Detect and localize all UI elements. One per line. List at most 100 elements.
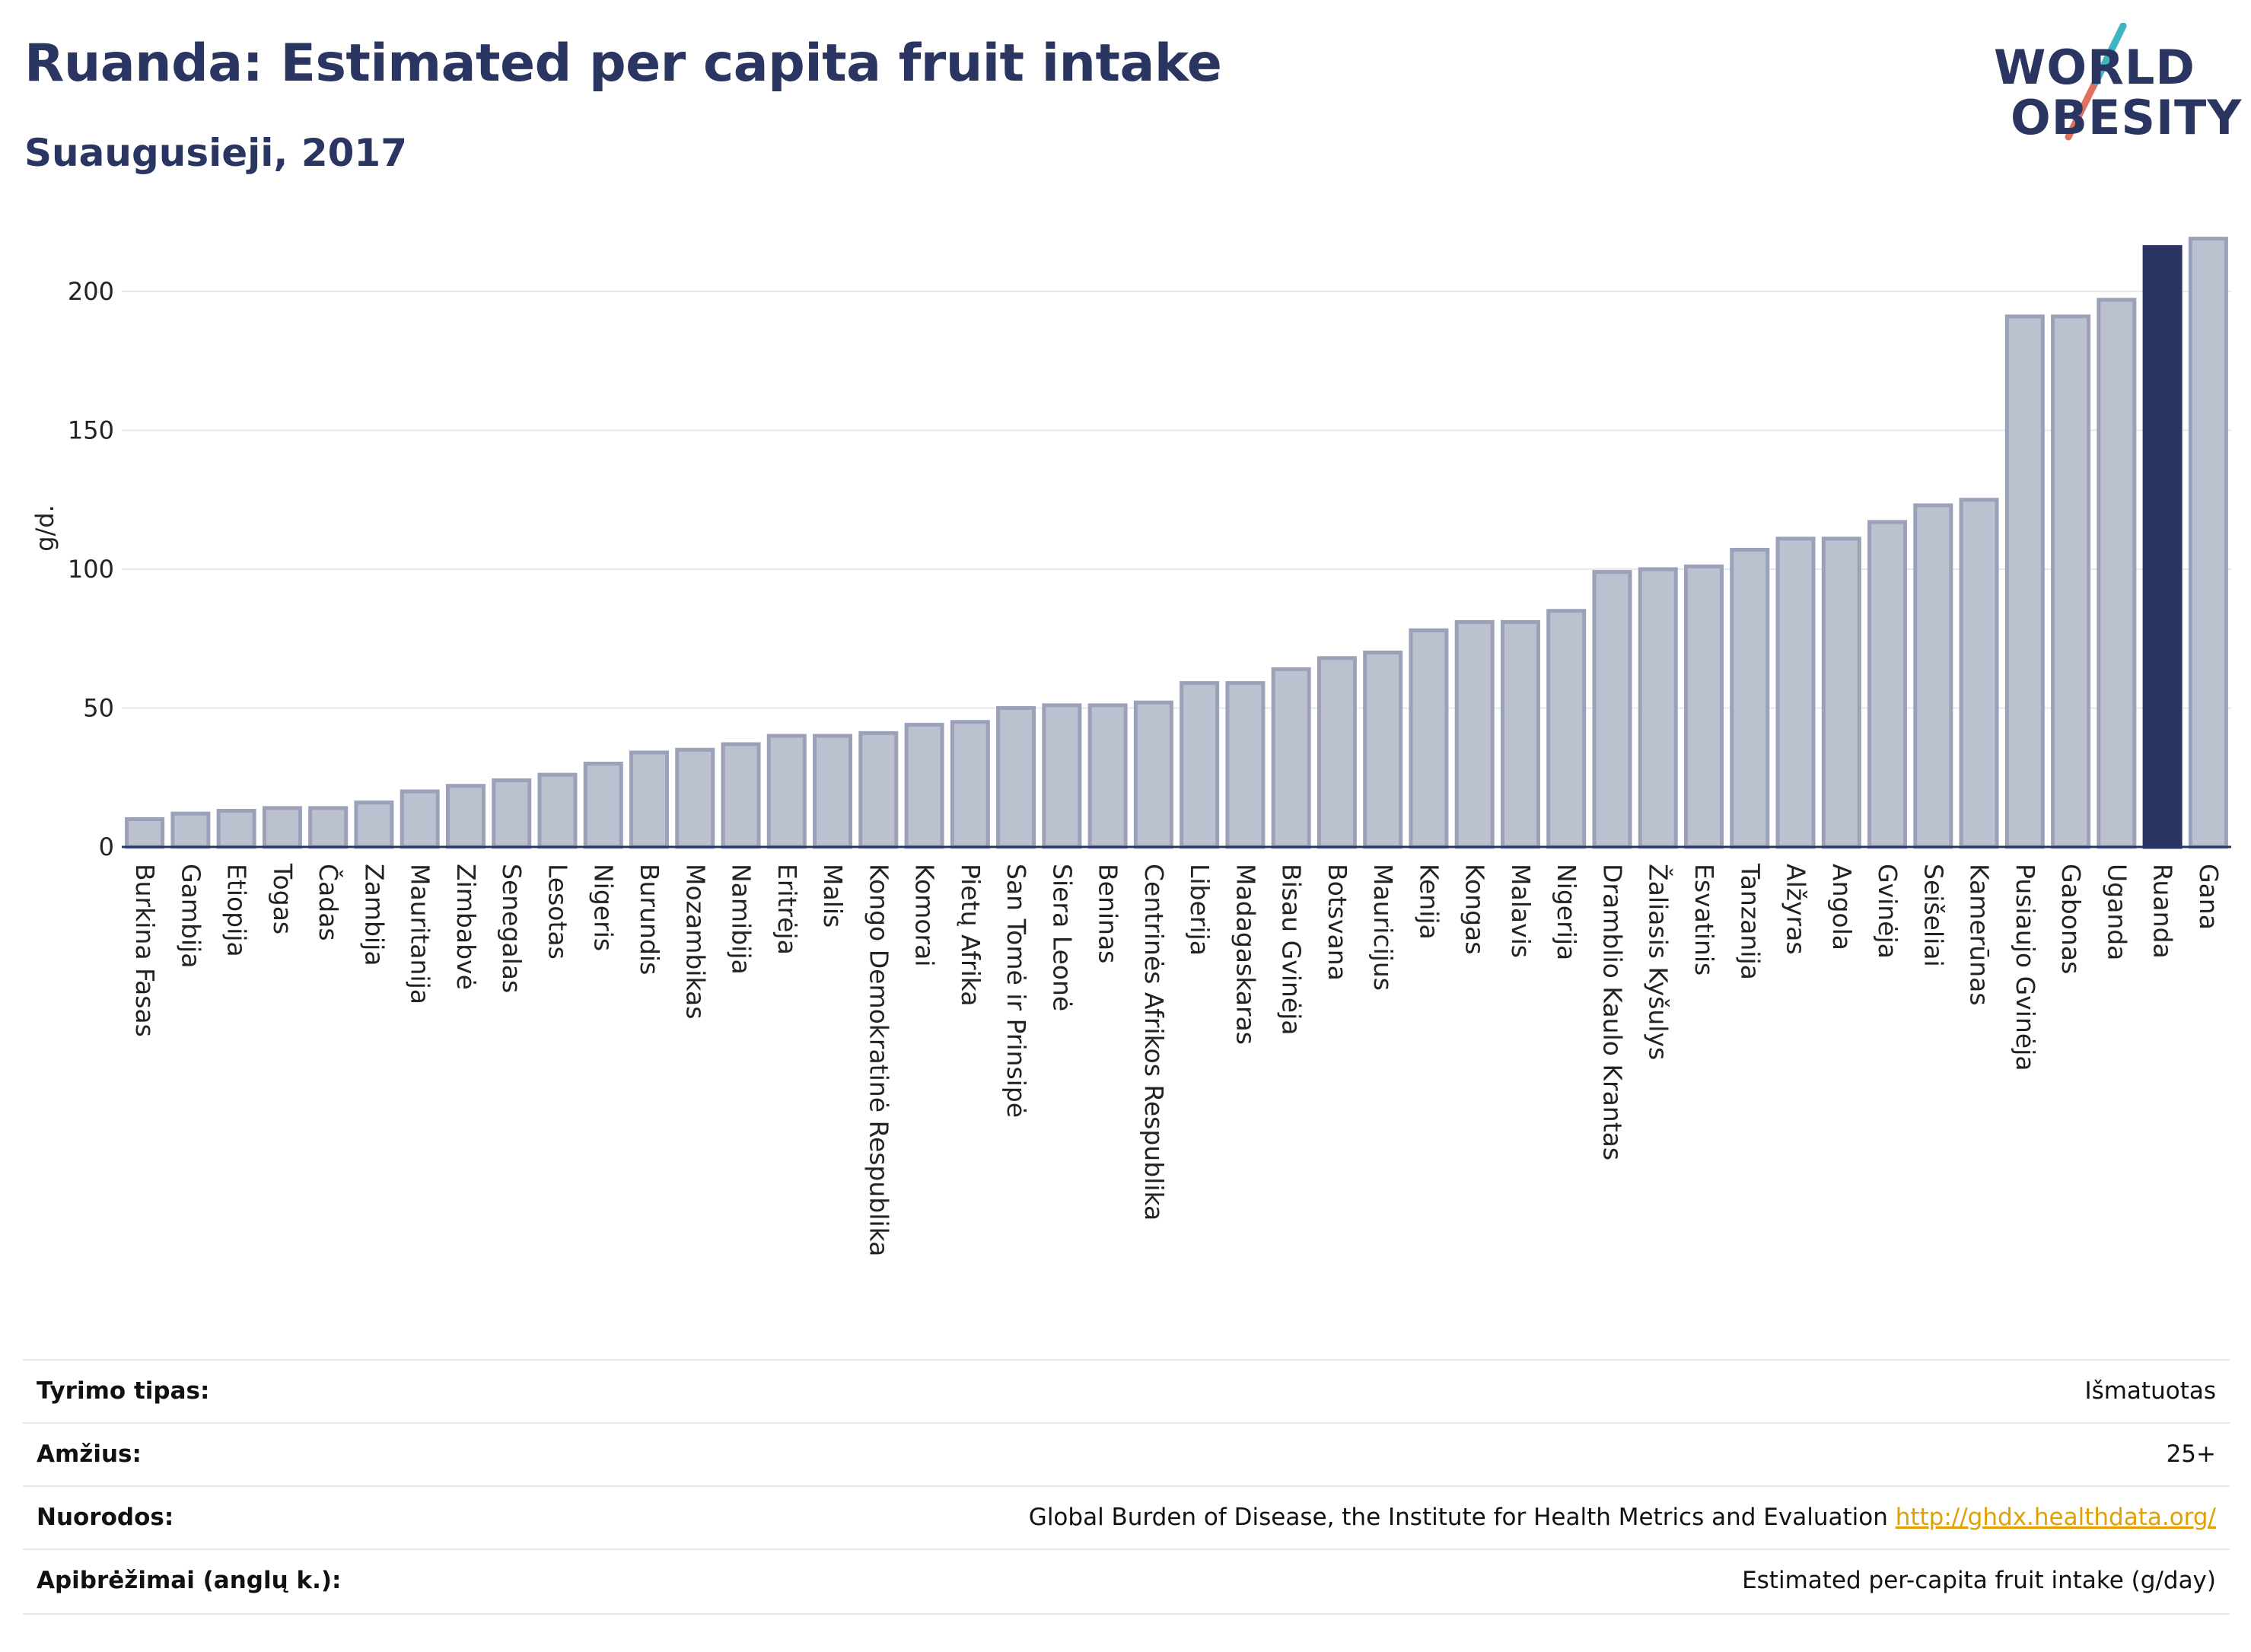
x-tick-label: Namibija [727, 864, 756, 975]
meta-label: Nuorodos: [37, 1504, 174, 1531]
bar [308, 806, 349, 849]
world-obesity-logo: WORLD OBESITY [1979, 23, 2241, 160]
bar [400, 789, 440, 849]
bar [583, 762, 623, 849]
x-tick-label: Gabonas [2056, 864, 2086, 974]
x-tick-label: Komorai [910, 864, 940, 966]
x-tick-label: Eritrėja [772, 864, 802, 955]
bar [262, 806, 302, 849]
x-tick-label: Pusiaujo Gvinėja [2011, 864, 2040, 1071]
x-tick-label: Botsvana [1323, 864, 1352, 981]
bar [216, 809, 256, 849]
x-tick-label: Uganda [2102, 864, 2132, 960]
meta-label: Apibrėžimai (anglų k.): [37, 1567, 342, 1594]
x-tick-label: Tanzanija [1735, 863, 1765, 980]
x-tick-label: Kongo Demokratinė Respublika [864, 864, 893, 1256]
x-tick-label: Mauricijus [1368, 864, 1398, 991]
x-tick-label: Kamerūnas [1965, 864, 1995, 1006]
bar [1454, 619, 1495, 849]
bar [492, 778, 532, 849]
bar [1821, 536, 1861, 849]
bar [1638, 567, 1678, 849]
x-tick-label: Etiopija [222, 864, 252, 957]
meta-value: 25+ [2166, 1440, 2216, 1468]
x-tick-label: Malis [818, 864, 848, 928]
bar [1546, 609, 1587, 849]
meta-label: Tyrimo tipas: [37, 1377, 210, 1405]
x-tick-label: Pietų Afrika [956, 864, 985, 1007]
bar [2051, 314, 2091, 849]
logo-word-world: WORLD [1994, 40, 2195, 95]
bar [813, 734, 853, 849]
bar [2142, 245, 2183, 849]
logo-word-obesity: OBESITY [2011, 90, 2243, 145]
bar [1500, 619, 1540, 849]
x-tick-label: Siera Leonė [1047, 864, 1077, 1011]
bar [950, 720, 990, 849]
x-tick-label: Burkina Fasas [130, 864, 160, 1037]
bar [1730, 547, 1770, 849]
bar [1087, 703, 1128, 849]
x-tick-label: Gambija [176, 864, 205, 968]
x-tick-label: Beninas [1094, 864, 1123, 963]
bar [904, 722, 944, 849]
bar [1683, 564, 1724, 849]
reference-source: Global Burden of Disease, the Institute … [1028, 1504, 1888, 1531]
meta-divider [23, 1613, 2230, 1615]
x-tick-label: Liberija [1185, 864, 1215, 956]
y-tick-label: 0 [99, 832, 114, 861]
x-tick-label: Seišeliai [1918, 864, 1948, 967]
x-tick-label: Togas [268, 863, 298, 934]
bar [1867, 520, 1908, 849]
bar [445, 784, 486, 849]
bar [2097, 298, 2137, 849]
bar [1133, 700, 1173, 849]
x-tick-label: Gvinėja [1873, 864, 1902, 959]
bar [354, 801, 394, 849]
reference-link[interactable]: http://ghdx.healthdata.org/ [1895, 1504, 2216, 1531]
y-tick-label: 200 [68, 277, 114, 306]
bar [2188, 237, 2228, 849]
x-tick-label: Burundis [635, 864, 664, 975]
meta-row-references: Nuorodos: Global Burden of Disease, the … [23, 1485, 2230, 1551]
x-tick-label: Gana [2194, 864, 2224, 930]
meta-label: Amžius: [37, 1440, 142, 1468]
meta-value: Global Burden of Disease, the Institute … [1029, 1504, 2216, 1531]
bar [996, 706, 1036, 849]
x-tick-label: Zambija [359, 864, 389, 966]
bar [2004, 314, 2045, 849]
x-tick-label: Nigeris [589, 864, 619, 951]
bar [675, 747, 715, 849]
y-tick-label: 50 [83, 694, 114, 723]
meta-row-survey-type: Tyrimo tipas: Išmatuotas [23, 1359, 2230, 1424]
x-tick-label: Nigerija [1552, 864, 1581, 960]
bar [170, 811, 211, 849]
bar [629, 750, 670, 849]
y-axis-label: g/d. [30, 505, 59, 552]
bar [1042, 703, 1082, 849]
y-tick-label: 150 [68, 416, 114, 445]
x-tick-label: Ruanda [2148, 864, 2178, 959]
x-tick-label: Centrinės Afrikos Respublika [1139, 864, 1169, 1221]
x-tick-label: Mauritanija [406, 864, 435, 1004]
x-tick-label: Senegalas [497, 864, 527, 993]
bar [766, 734, 807, 849]
bar [1913, 503, 1953, 849]
x-tick-label: Angola [1827, 864, 1857, 950]
bar [1363, 651, 1403, 849]
meta-value: Estimated per-capita fruit intake (g/day… [1742, 1567, 2216, 1594]
y-tick-label: 100 [68, 555, 114, 584]
x-tick-label: Kenija [1414, 864, 1444, 940]
bar [1180, 681, 1220, 849]
x-tick-label: Madagaskaras [1231, 864, 1260, 1045]
bar-chart: 0 50 100 150 200 g/d. Burkina Fasas Gambija Etio… [30, 237, 2231, 1256]
chart-subtitle: Suaugusieji, 2017 [24, 131, 407, 175]
x-tick-label: Zimbabvė [451, 864, 481, 990]
x-tick-label: Lesotas [543, 864, 572, 960]
bar [1592, 570, 1632, 849]
chart-title: Ruanda: Estimated per capita fruit intak… [24, 33, 1222, 94]
bar [1225, 681, 1266, 849]
logo-slash-icon [2065, 23, 2127, 141]
bar [721, 742, 761, 849]
x-tick-label: Bisau Gvinėja [1277, 864, 1307, 1036]
